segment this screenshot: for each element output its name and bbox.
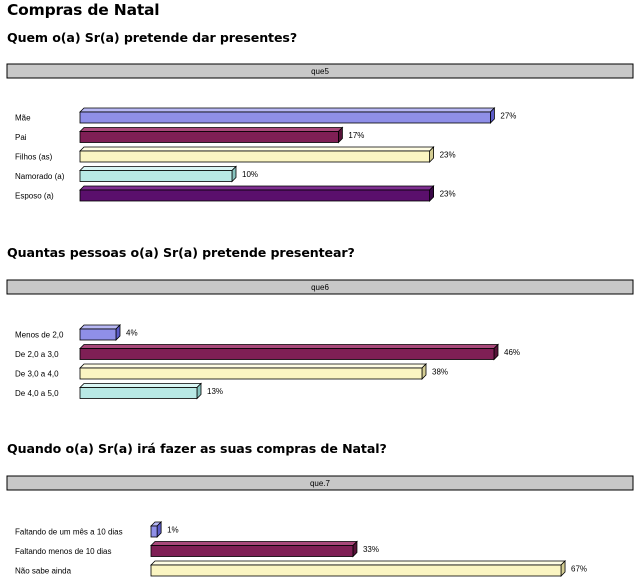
category-label: Namorado (a): [15, 172, 65, 181]
bar-front-face: [79, 387, 198, 399]
question-2: Quantas pessoas o(a) Sr(a) pretende pres…: [7, 245, 355, 260]
value-label: 38%: [432, 368, 448, 377]
bar-3: [150, 560, 567, 577]
bar-4: [79, 382, 202, 400]
variable-header-bar: [6, 475, 634, 491]
bar-front-face: [79, 150, 431, 163]
bar-front-face: [79, 170, 233, 182]
bar-front-face: [79, 328, 117, 341]
value-label: 1%: [167, 526, 179, 535]
bar-4: [79, 165, 237, 183]
bar-top-face: [79, 166, 237, 171]
bar-2: [150, 540, 358, 558]
category-label: Não sabe ainda: [15, 567, 72, 576]
bar-front-face: [79, 348, 495, 360]
value-label: 23%: [440, 151, 456, 160]
value-label: 4%: [126, 329, 138, 338]
bar-front-face: [79, 367, 423, 380]
variable-label: que6: [311, 283, 329, 292]
bar-front-face: [79, 189, 431, 202]
chart-1: que5 Mãe 27% Pai 17% Filhos (as) 23% Namorado (…: [6, 63, 634, 202]
bar-top-face: [79, 383, 202, 388]
category-label: Menos de 2,0: [15, 331, 64, 340]
category-label: De 4,0 a 5,0: [15, 389, 59, 398]
category-label: Faltando menos de 10 dias: [15, 547, 112, 556]
bar-1: [79, 324, 121, 341]
page-title: Compras de Natal: [7, 1, 160, 19]
value-label: 46%: [504, 348, 520, 357]
bar-top-face: [150, 560, 567, 566]
category-label: Esposo (a): [15, 192, 54, 201]
bar-2: [79, 126, 344, 144]
value-label: 33%: [363, 545, 379, 554]
bar-top-face: [79, 146, 435, 152]
bar-top-face: [79, 127, 344, 132]
category-label: Pai: [15, 133, 27, 142]
bar-top-face: [79, 363, 427, 369]
value-label: 13%: [207, 387, 223, 396]
category-label: De 2,0 a 3,0: [15, 350, 59, 359]
bar-1: [79, 107, 496, 124]
category-label: Filhos (as): [15, 153, 53, 162]
bar-3: [79, 146, 435, 163]
value-label: 17%: [348, 131, 364, 140]
bar-front-face: [150, 525, 158, 538]
variable-header-bar: [6, 279, 634, 295]
value-label: 67%: [571, 565, 587, 574]
bar-3: [79, 363, 427, 380]
bar-front-face: [79, 131, 339, 143]
variable-label: que.7: [310, 479, 331, 488]
category-label: Faltando de um mês a 10 dias: [15, 528, 123, 537]
bar-2: [79, 343, 499, 361]
question-3: Quando o(a) Sr(a) irá fazer as suas comp…: [7, 441, 387, 456]
bar-front-face: [150, 564, 562, 577]
bar-top-face: [79, 107, 496, 113]
value-label: 27%: [500, 112, 516, 121]
bar-top-face: [79, 324, 121, 330]
variable-header-bar: [6, 63, 634, 79]
bar-top-face: [79, 185, 435, 191]
bar-1: [150, 521, 163, 538]
variable-label: que5: [311, 67, 329, 76]
category-label: De 3,0 a 4,0: [15, 370, 59, 379]
bar-5: [79, 185, 435, 202]
category-label: Mãe: [15, 114, 31, 123]
chart-2: que6 Menos de 2,0 4% De 2,0 a 3,0 46% De 3,0 …: [6, 279, 634, 400]
bar-front-face: [79, 111, 491, 124]
bar-top-face: [79, 344, 499, 349]
bar-top-face: [150, 541, 358, 546]
bar-front-face: [150, 545, 354, 557]
value-label: 10%: [242, 170, 258, 179]
chart-3: que.7 Faltando de um mês a 10 dias 1% Falta…: [6, 475, 634, 577]
value-label: 23%: [440, 190, 456, 199]
question-1: Quem o(a) Sr(a) pretende dar presentes?: [7, 30, 298, 45]
